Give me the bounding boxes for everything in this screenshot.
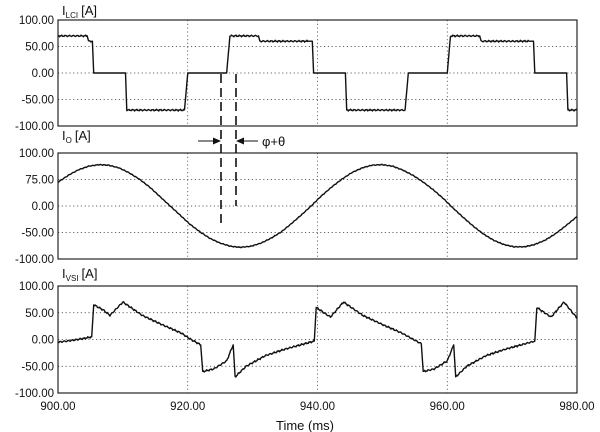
panel-ivsi-ytick-label: -50.00 — [21, 361, 54, 373]
panel-io-trace — [57, 163, 578, 249]
panel-ivsi-frame — [57, 285, 578, 394]
panel-ilci-title: ILCI [A] — [62, 3, 97, 20]
panel-ilci-ytick-label: 100.00 — [19, 15, 54, 27]
panel-ivsi-xtick-label: 900.00 — [40, 401, 75, 413]
annotation-arrowhead-right — [236, 137, 244, 145]
panel-ivsi-ytick-label: 50.00 — [25, 308, 54, 320]
panel-io-ytick-label: -50.00 — [21, 228, 54, 240]
panel-io-plot: 100.00 75.00 0.00 -50.00 -100.00 — [15, 148, 578, 266]
x-axis-label: Time (ms) — [276, 418, 334, 432]
panel-ivsi-xtick-label: 920.00 — [170, 401, 205, 413]
panel-ilci-ytick-label: -100.00 — [15, 121, 54, 133]
panel-ivsi-ytick-label: 0.00 — [32, 335, 54, 347]
annotation-arrowhead-left — [213, 137, 221, 145]
annotation-label: φ+θ — [262, 134, 285, 149]
panel-ivsi-xtick-label: 940.00 — [300, 401, 335, 413]
panel-io: 100.00 75.00 0.00 -50.00 -100.00 IO [A] — [15, 128, 578, 266]
panel-io-title: IO [A] — [62, 128, 91, 145]
panel-ivsi-xtick-label: 960.00 — [430, 401, 465, 413]
panel-io-frame — [57, 152, 578, 260]
panel-ivsi-trace — [57, 301, 578, 378]
panel-ilci-trace — [57, 34, 578, 112]
panel-ilci-ytick-label: -50.00 — [21, 95, 54, 107]
panel-ilci: 100.00 50.00 0.00 -50.00 -100.00 ILCI [A] — [15, 3, 578, 133]
panel-io-ytick-label: -100.00 — [15, 254, 54, 266]
phase-annotation: φ+θ — [198, 74, 285, 224]
panel-io-ytick-label: 0.00 — [32, 201, 54, 213]
panel-ilci-frame — [57, 19, 578, 127]
panel-ilci-plot: 100.00 50.00 0.00 -50.00 -100.00 — [15, 15, 578, 133]
panel-ilci-ytick-label: 0.00 — [32, 68, 54, 80]
panel-ivsi-title: IVSI [A] — [62, 266, 97, 283]
panel-ivsi-ytick-label: -100.00 — [15, 388, 54, 400]
panel-io-ytick-label: 100.00 — [19, 148, 54, 160]
panel-io-ytick-label: 75.00 — [25, 175, 54, 187]
panel-ivsi-ytick-label: 100.00 — [19, 281, 54, 293]
panel-ilci-ytick-label: 50.00 — [25, 42, 54, 54]
panel-ivsi-xtick-label: 980.00 — [559, 401, 594, 413]
